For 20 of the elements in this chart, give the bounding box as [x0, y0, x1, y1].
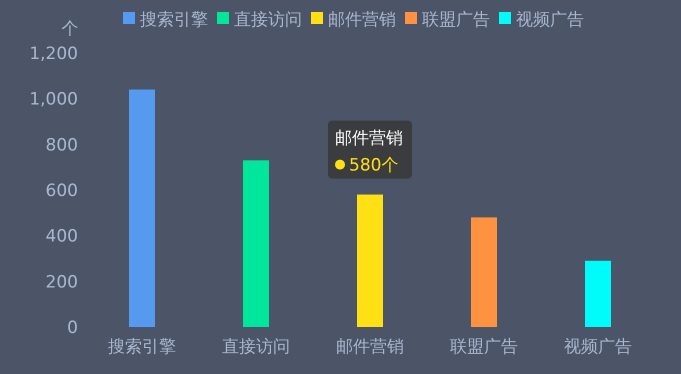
y-tick-label: 800 — [46, 135, 78, 156]
y-tick-label: 1,000 — [29, 90, 78, 110]
legend-label: 邮件营销 — [328, 10, 396, 30]
y-tick-label: 200 — [46, 272, 78, 292]
legend-label: 直接访问 — [234, 10, 302, 30]
y-tick-label: 1,200 — [29, 44, 78, 64]
legend-label: 搜索引擎 — [140, 10, 208, 30]
y-tick-label: 400 — [46, 226, 78, 247]
legend-label: 视频广告 — [516, 10, 584, 30]
annotation: 邮件营销 — [335, 128, 403, 149]
x-tick-label: 直接访问 — [222, 337, 290, 357]
y-axis-title: 个 — [62, 19, 78, 39]
x-tick-label: 联盟广告 — [450, 337, 518, 357]
y-tick-label: 600 — [46, 181, 78, 201]
x-tick-label: 搜索引擎 — [108, 337, 176, 357]
y-tick-label: 0 — [67, 318, 78, 338]
x-tick-label: 邮件营销 — [336, 337, 404, 357]
x-tick-label: 视频广告 — [564, 337, 632, 357]
legend-label: 联盟广告 — [422, 10, 490, 30]
annotation: 580个 — [349, 156, 398, 176]
